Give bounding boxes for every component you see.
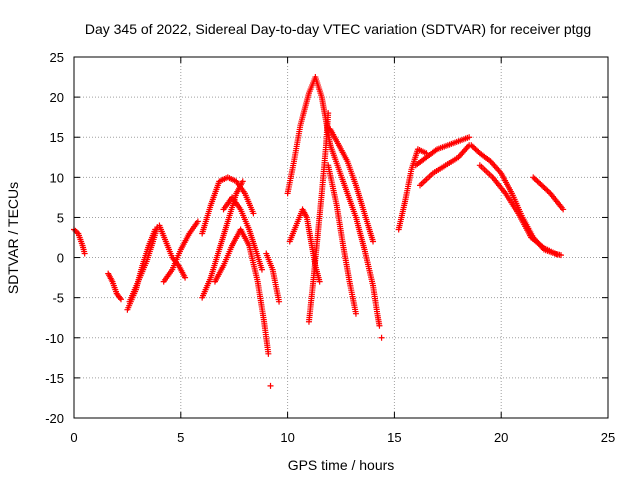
x-tick-label: 20 [494, 430, 508, 445]
plot-frame [73, 56, 609, 419]
data-point [378, 334, 385, 341]
data-point [325, 110, 332, 117]
x-tick-label: 15 [387, 430, 401, 445]
points-layer [71, 74, 567, 389]
data-point [194, 218, 201, 225]
y-tick-label: 0 [57, 251, 64, 266]
data-point [265, 350, 272, 357]
chart-title: Day 345 of 2022, Sidereal Day-to-day VTE… [85, 21, 591, 37]
y-tick-label: -10 [45, 331, 64, 346]
data-point [258, 266, 265, 273]
data-point [267, 382, 274, 389]
y-tick-label: 25 [50, 50, 64, 65]
data-point [316, 278, 323, 285]
y-tick-label: 20 [50, 90, 64, 105]
x-axis-label: GPS time / hours [288, 457, 395, 473]
x-tick-label: 0 [70, 430, 77, 445]
y-tick-label: -20 [45, 411, 64, 426]
axes-layer: 0 5 10 15 20 25 -20 -15 -10 -5 0 5 10 15 20 25 [45, 50, 615, 445]
data-point [558, 252, 565, 259]
data-point [81, 250, 88, 257]
data-point [182, 274, 189, 281]
data-point [250, 210, 257, 217]
x-tick-label: 5 [177, 430, 184, 445]
x-tick-label: 10 [280, 430, 294, 445]
data-point [239, 178, 246, 185]
data-point [370, 238, 377, 245]
y-tick-label: -5 [52, 291, 64, 306]
data-point [553, 251, 560, 258]
data-point [376, 322, 383, 329]
x-tick-label: 25 [601, 430, 615, 445]
data-point [352, 310, 359, 317]
data-point [466, 134, 473, 141]
data-point [560, 206, 567, 213]
data-point [276, 298, 283, 305]
y-axis-label: SDTVAR / TECUs [5, 182, 21, 294]
y-tick-label: -15 [45, 371, 64, 386]
y-tick-label: 15 [50, 130, 64, 145]
y-tick-label: 5 [57, 210, 64, 225]
data-point [117, 296, 124, 303]
y-tick-label: 10 [50, 170, 64, 185]
